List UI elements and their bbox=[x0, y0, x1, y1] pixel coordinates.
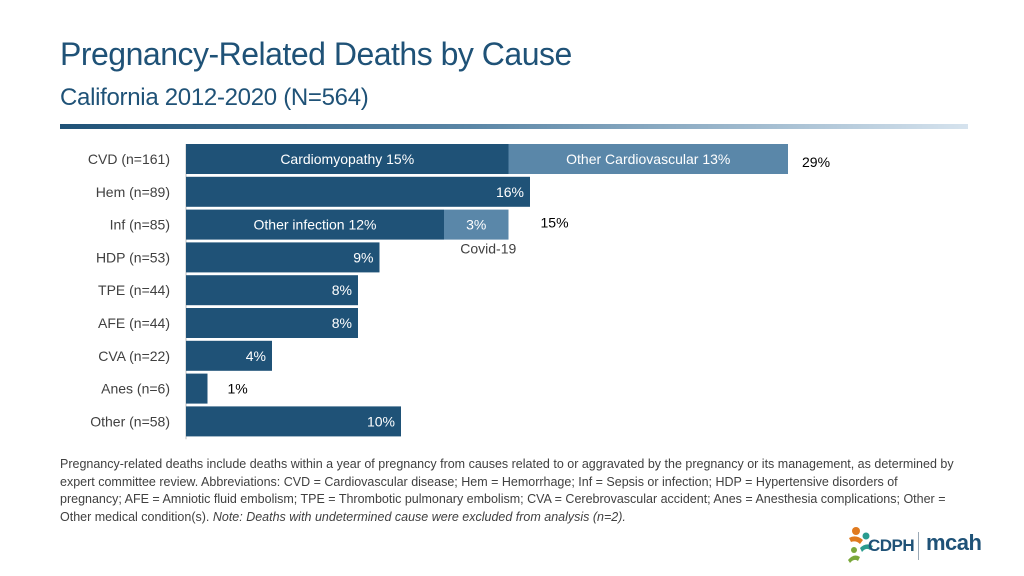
data-label: Cardiomyopathy 15% bbox=[280, 151, 414, 167]
total-label: 29% bbox=[802, 154, 830, 170]
title-underline bbox=[60, 124, 968, 129]
category-label: Hem (n=89) bbox=[96, 184, 170, 200]
logo-divider bbox=[918, 532, 919, 560]
category-label: Other (n=58) bbox=[90, 413, 170, 429]
category-label: Anes (n=6) bbox=[101, 381, 170, 397]
bar-segment bbox=[186, 275, 358, 306]
bar-segment bbox=[186, 340, 272, 371]
data-label: Other Cardiovascular 13% bbox=[566, 151, 730, 167]
bar-segment bbox=[186, 242, 380, 273]
bar-segment bbox=[444, 209, 509, 240]
category-label: AFE (n=44) bbox=[98, 315, 170, 331]
cdph-figures-icon bbox=[848, 527, 873, 563]
data-label: Other infection 12% bbox=[254, 217, 377, 233]
category-label: Inf (n=85) bbox=[110, 217, 170, 233]
mcah-logo-text: mcah bbox=[926, 530, 982, 555]
cdph-mcah-logo: CDPH mcah bbox=[846, 522, 986, 564]
total-label: 15% bbox=[541, 215, 569, 231]
data-label: 1% bbox=[228, 381, 248, 397]
bar-segment bbox=[186, 373, 208, 404]
footnote-text: Pregnancy-related deaths include deaths … bbox=[60, 457, 954, 524]
data-label: 16% bbox=[496, 184, 524, 200]
data-label: 8% bbox=[332, 315, 352, 331]
data-label: 3% bbox=[466, 217, 486, 233]
footnote: Pregnancy-related deaths include deaths … bbox=[60, 456, 960, 526]
footnote-note: Note: Deaths with undetermined cause wer… bbox=[212, 509, 626, 524]
cdph-logo-text: CDPH bbox=[868, 536, 915, 555]
category-label: TPE (n=44) bbox=[98, 282, 170, 298]
bar-segment bbox=[186, 209, 444, 240]
bar-segment bbox=[186, 406, 401, 437]
data-label: 4% bbox=[246, 348, 266, 364]
bar-segment bbox=[508, 144, 788, 174]
page-title: Pregnancy-Related Deaths by Cause bbox=[60, 36, 572, 72]
data-label: 9% bbox=[353, 249, 373, 265]
category-label: CVA (n=22) bbox=[98, 348, 170, 364]
annotation-covid: Covid-19 bbox=[460, 241, 516, 257]
data-label: 8% bbox=[332, 282, 352, 298]
category-label: HDP (n=53) bbox=[96, 249, 170, 265]
bar-chart: CVD (n=161) Cardiomyopathy 15% Other Cardi… bbox=[88, 144, 830, 440]
bar-segment bbox=[186, 176, 530, 207]
data-label: 10% bbox=[367, 413, 395, 429]
bar-segment bbox=[186, 144, 509, 174]
category-label: CVD (n=161) bbox=[88, 151, 170, 167]
bar-segment bbox=[186, 308, 358, 338]
page-subtitle: California 2012-2020 (N=564) bbox=[60, 84, 369, 111]
